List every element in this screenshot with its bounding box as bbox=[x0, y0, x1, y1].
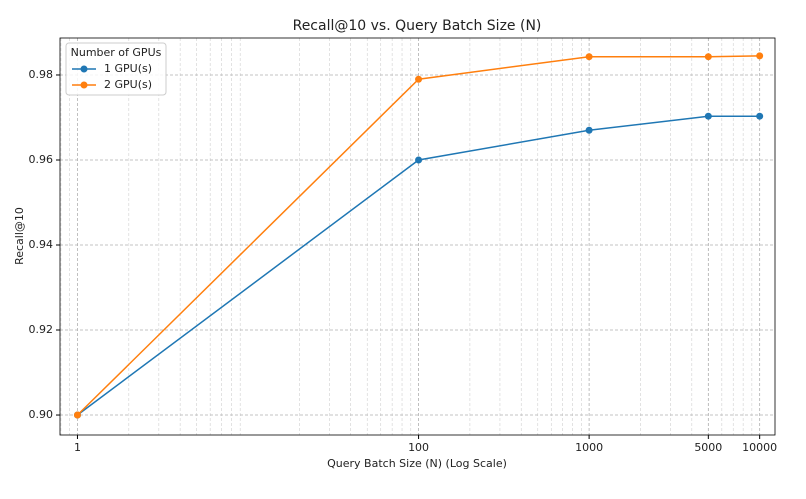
plot-frame bbox=[59, 37, 776, 436]
legend-marker bbox=[80, 81, 88, 89]
data-point bbox=[704, 53, 712, 61]
x-tick-label: 10000 bbox=[742, 441, 777, 454]
x-tick-label: 1 bbox=[74, 441, 81, 454]
y-tick-label: 0.94 bbox=[29, 238, 54, 251]
data-point bbox=[73, 411, 81, 419]
x-tick-label: 100 bbox=[408, 441, 429, 454]
x-axis-label: Query Batch Size (N) (Log Scale) bbox=[327, 457, 507, 470]
legend-box bbox=[65, 42, 167, 96]
legend-title: Number of GPUs bbox=[71, 46, 162, 59]
y-tick-label: 0.98 bbox=[29, 68, 54, 81]
data-point bbox=[585, 126, 593, 134]
data-point bbox=[585, 53, 593, 61]
data-point bbox=[756, 112, 764, 120]
x-tick-label: 1000 bbox=[575, 441, 603, 454]
y-tick-label: 0.92 bbox=[29, 323, 54, 336]
data-point bbox=[415, 75, 423, 83]
legend-label: 2 GPU(s) bbox=[104, 78, 152, 91]
y-axis-label: Recall@10 bbox=[13, 207, 26, 265]
y-tick-label: 0.90 bbox=[29, 408, 54, 421]
data-point bbox=[704, 112, 712, 120]
data-point bbox=[415, 156, 423, 164]
legend-marker bbox=[80, 65, 88, 73]
legend-label: 1 GPU(s) bbox=[104, 62, 152, 75]
data-point bbox=[756, 52, 764, 60]
x-tick-label: 5000 bbox=[694, 441, 722, 454]
y-tick-label: 0.96 bbox=[29, 153, 54, 166]
chart-title: Recall@10 vs. Query Batch Size (N) bbox=[293, 18, 542, 34]
